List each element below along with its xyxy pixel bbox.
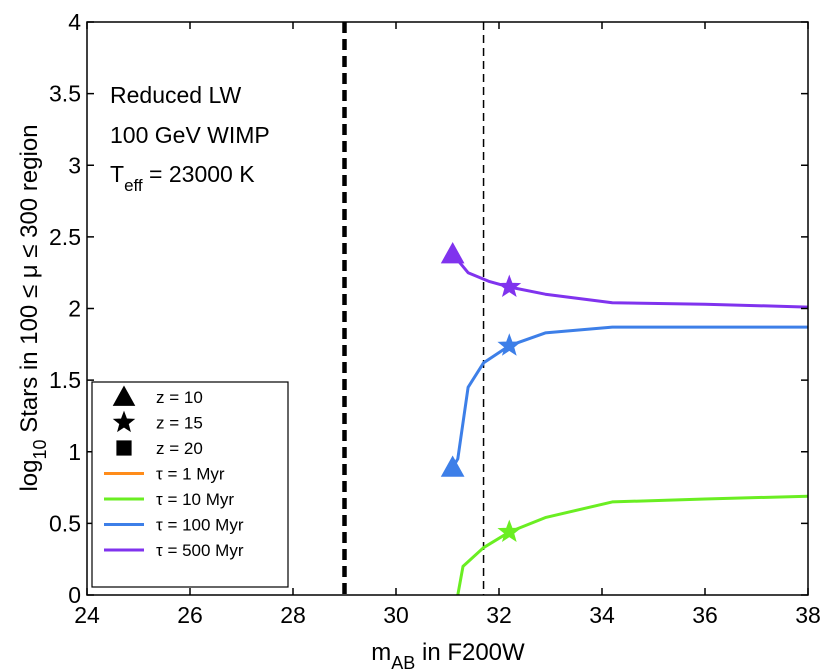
legend-label-z-10: z = 10	[156, 388, 203, 407]
y-tick-label-8: 4	[68, 9, 81, 35]
marker-star-10-myr-0	[497, 519, 522, 543]
annotation-teff-main: T	[110, 161, 124, 187]
x-tick-label-38: 38	[795, 602, 821, 628]
y-tick-label-3: 1.5	[49, 367, 81, 393]
legend-star-icon	[112, 410, 136, 433]
data-layer	[342, 22, 809, 596]
x-tick-label-28: 28	[280, 602, 306, 628]
legend-label-10-myr: τ = 10 Myr	[156, 490, 234, 509]
y-tick-label-7: 3.5	[49, 81, 81, 107]
x-tick-label-32: 32	[486, 602, 512, 628]
y-tick-label-5: 2.5	[49, 224, 81, 250]
legend-square-icon	[116, 440, 132, 456]
legend-label-100-myr: τ = 100 Myr	[156, 516, 244, 535]
annotation-teff-rest: = 23000 K	[143, 161, 256, 187]
y-tick-label-2: 1	[68, 439, 81, 465]
x-tick-label-36: 36	[692, 602, 718, 628]
annotation-teff-sub: eff	[124, 176, 143, 195]
annotation-reduced-lw: Reduced LW	[110, 82, 242, 108]
x-axis-label-sub: AB	[391, 653, 415, 672]
legend-label-z-15: z = 15	[156, 414, 203, 433]
series-line-500-myr	[451, 253, 809, 309]
legend-label-1-myr: τ = 1 Myr	[156, 465, 225, 484]
legend: z = 10 z = 15 z = 20 τ = 1 Myr τ = 10 Myr τ =…	[91, 381, 289, 588]
x-tick-label-34: 34	[589, 602, 615, 628]
annotation-wimp: 100 GeV WIMP	[110, 122, 270, 148]
x-axis-label-main: m	[371, 639, 391, 666]
series-line-10-myr	[456, 494, 809, 596]
y-axis-label-sub: 10	[30, 439, 50, 459]
y-tick-label-4: 2	[68, 296, 81, 322]
legend-label-z-20: z = 20	[156, 439, 203, 458]
x-axis-label-rest: in F200W	[415, 639, 525, 666]
y-axis-label: log10 Stars in 100 ≤ μ ≤ 300 region	[16, 124, 50, 491]
x-axis-label: mAB in F200W	[371, 639, 525, 672]
marker-triangle-500-myr-0	[440, 242, 465, 264]
y-axis-label-main: log	[16, 460, 43, 492]
annotation-teff: Teff = 23000 K	[110, 161, 255, 195]
axis-ticks: 24 26 28 30 32 34 36 38 0 0.5 1 1.5 2 2.5 3 3.5 4	[49, 9, 821, 628]
legend-triangle-icon	[112, 385, 136, 406]
x-tick-label-24: 24	[74, 602, 100, 628]
y-tick-label-0: 0	[68, 582, 81, 608]
y-tick-label-1: 0.5	[49, 510, 81, 536]
marker-star-500-myr-1	[497, 274, 522, 298]
x-tick-label-30: 30	[383, 602, 409, 628]
y-tick-label-6: 3	[68, 152, 81, 178]
x-tick-label-26: 26	[177, 602, 203, 628]
y-axis-label-rest: Stars in 100 ≤ μ ≤ 300 region	[16, 124, 43, 439]
legend-label-500-myr: τ = 500 Myr	[156, 541, 244, 560]
marker-star-100-myr-1	[497, 333, 522, 356]
marker-triangle-100-myr-0	[440, 455, 465, 477]
